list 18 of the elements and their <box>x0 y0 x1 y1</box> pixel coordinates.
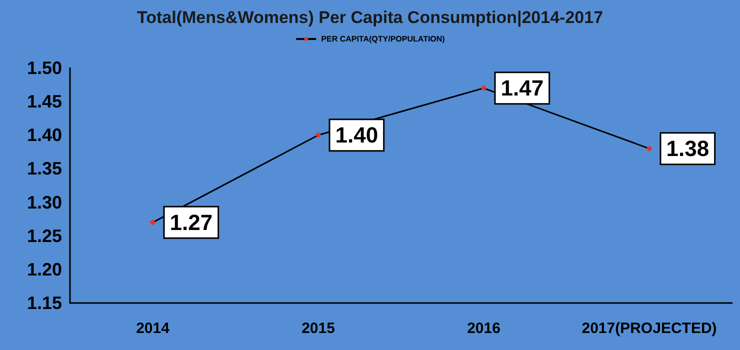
x-tick-label: 2014 <box>136 320 170 337</box>
data-label: 1.47 <box>500 76 544 101</box>
data-label: 1.38 <box>666 136 710 162</box>
x-tick-label: 2017(PROJECTED) <box>582 320 717 337</box>
y-tick-label: 1.30 <box>26 192 62 212</box>
y-tick-label: 1.25 <box>26 226 62 246</box>
y-tick-label: 1.50 <box>26 58 62 78</box>
y-tick-label: 1.20 <box>26 259 62 280</box>
x-tick-label: 2015 <box>302 320 335 337</box>
legend-label: PER CAPITA(QTY/POPULATION) <box>321 34 446 44</box>
data-label: 1.27 <box>170 210 213 235</box>
chart-title: Total(Mens&Womens) Per Capita Consumption|2014-2017 <box>136 8 604 27</box>
data-label: 1.40 <box>335 122 378 148</box>
y-tick-label: 1.45 <box>26 92 62 112</box>
y-tick-label: 1.15 <box>26 293 62 313</box>
x-tick-label: 2016 <box>467 320 500 337</box>
y-tick-label: 1.35 <box>26 158 62 179</box>
y-tick-label: 1.40 <box>26 125 62 146</box>
